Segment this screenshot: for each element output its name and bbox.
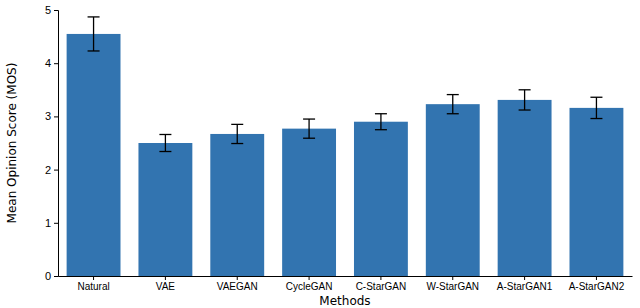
y-tick: 2 <box>45 164 58 176</box>
x-tick: W-StarGAN <box>426 276 479 292</box>
error-bar-stem <box>596 97 597 118</box>
y-tick-label: 2 <box>45 164 51 176</box>
error-bar <box>88 17 100 51</box>
chart: 0 1 2 3 4 5 Natural VAE VAEGAN CycleGAN C-StarGAN W… <box>0 0 640 308</box>
error-bar <box>159 134 171 151</box>
x-tick-mark <box>309 276 310 280</box>
y-tick-label: 4 <box>45 57 51 69</box>
x-tick-label: VAE <box>156 281 176 292</box>
y-tick: 0 <box>45 270 58 282</box>
y-axis-title: Mean Opinion Score (MOS) <box>5 63 19 224</box>
x-tick: Natural <box>77 276 109 292</box>
error-bar-stem <box>93 17 94 51</box>
x-tick: A-StarGAN2 <box>569 276 625 292</box>
x-tick: VAE <box>156 276 176 292</box>
x-tick: VAEGAN <box>217 276 258 292</box>
bar <box>210 134 264 276</box>
error-bar-cap <box>159 151 171 152</box>
bar <box>426 104 480 276</box>
x-tick: CycleGAN <box>286 276 333 292</box>
x-tick-mark <box>237 276 238 280</box>
bar <box>138 143 192 276</box>
y-tick-mark <box>54 63 58 64</box>
error-bar-stem <box>308 119 309 138</box>
error-bar-cap <box>303 138 315 139</box>
x-tick-mark <box>596 276 597 280</box>
x-axis: Natural VAE VAEGAN CycleGAN C-StarGAN W-StarG… <box>59 276 633 292</box>
error-bar-cap <box>519 89 531 90</box>
error-bar-cap <box>447 94 459 95</box>
error-bar-cap <box>303 118 315 119</box>
error-bar-cap <box>375 113 387 114</box>
plot: 0 1 2 3 4 5 Natural VAE VAEGAN CycleGAN C-StarGAN W… <box>45 4 633 292</box>
y-tick-mark <box>54 170 58 171</box>
error-bar <box>590 97 602 118</box>
y-tick-mark <box>54 276 58 277</box>
bar <box>354 122 408 276</box>
y-tick-mark <box>54 10 58 11</box>
error-bar-stem <box>380 114 381 130</box>
x-tick-mark <box>93 276 94 280</box>
bar <box>498 100 552 276</box>
y-tick-label: 1 <box>45 217 51 229</box>
error-bar-cap <box>519 109 531 110</box>
error-bar-cap <box>231 143 243 144</box>
error-bar-cap <box>590 97 602 98</box>
x-tick: C-StarGAN <box>356 276 407 292</box>
x-tick-mark <box>165 276 166 280</box>
y-tick-mark <box>54 116 58 117</box>
y-axis: 0 1 2 3 4 5 <box>45 4 59 282</box>
error-bar-cap <box>447 113 459 114</box>
x-axis-title: Methods <box>319 294 370 308</box>
y-tick-label: 3 <box>45 110 51 122</box>
error-bar-cap <box>159 134 171 135</box>
x-tick-label: CycleGAN <box>286 281 333 292</box>
x-axis-line <box>59 276 633 277</box>
y-tick-mark <box>54 223 58 224</box>
y-tick: 1 <box>45 217 58 229</box>
error-bar-stem <box>165 134 166 151</box>
y-tick: 5 <box>45 4 58 16</box>
x-tick: A-StarGAN1 <box>497 276 553 292</box>
x-tick-label: A-StarGAN1 <box>497 281 553 292</box>
x-tick-mark <box>452 276 453 280</box>
y-axis-line <box>54 11 59 277</box>
y-tick-label: 5 <box>45 4 51 16</box>
bar <box>282 129 336 276</box>
x-tick-label: A-StarGAN2 <box>569 281 625 292</box>
error-bar <box>447 95 459 114</box>
error-bar-stem <box>452 95 453 114</box>
error-bar-cap <box>590 118 602 119</box>
error-bar-cap <box>231 124 243 125</box>
x-tick-label: VAEGAN <box>217 281 258 292</box>
y-tick-label: 0 <box>45 270 51 282</box>
marks <box>67 17 624 276</box>
error-bar <box>231 124 243 143</box>
error-bar <box>375 114 387 130</box>
x-tick-label: C-StarGAN <box>356 281 407 292</box>
error-bar <box>519 90 531 110</box>
error-bar-cap <box>88 50 100 51</box>
y-tick: 3 <box>45 110 58 122</box>
x-tick-mark <box>524 276 525 280</box>
error-bar-cap <box>88 16 100 17</box>
bar <box>569 108 623 276</box>
x-tick-mark <box>380 276 381 280</box>
error-bar-stem <box>237 124 238 143</box>
error-bar-cap <box>375 129 387 130</box>
bar <box>67 34 121 276</box>
x-tick-label: Natural <box>77 281 109 292</box>
x-tick-label: W-StarGAN <box>426 281 479 292</box>
error-bar-stem <box>524 90 525 110</box>
error-bar <box>303 119 315 138</box>
y-tick: 4 <box>45 57 58 69</box>
